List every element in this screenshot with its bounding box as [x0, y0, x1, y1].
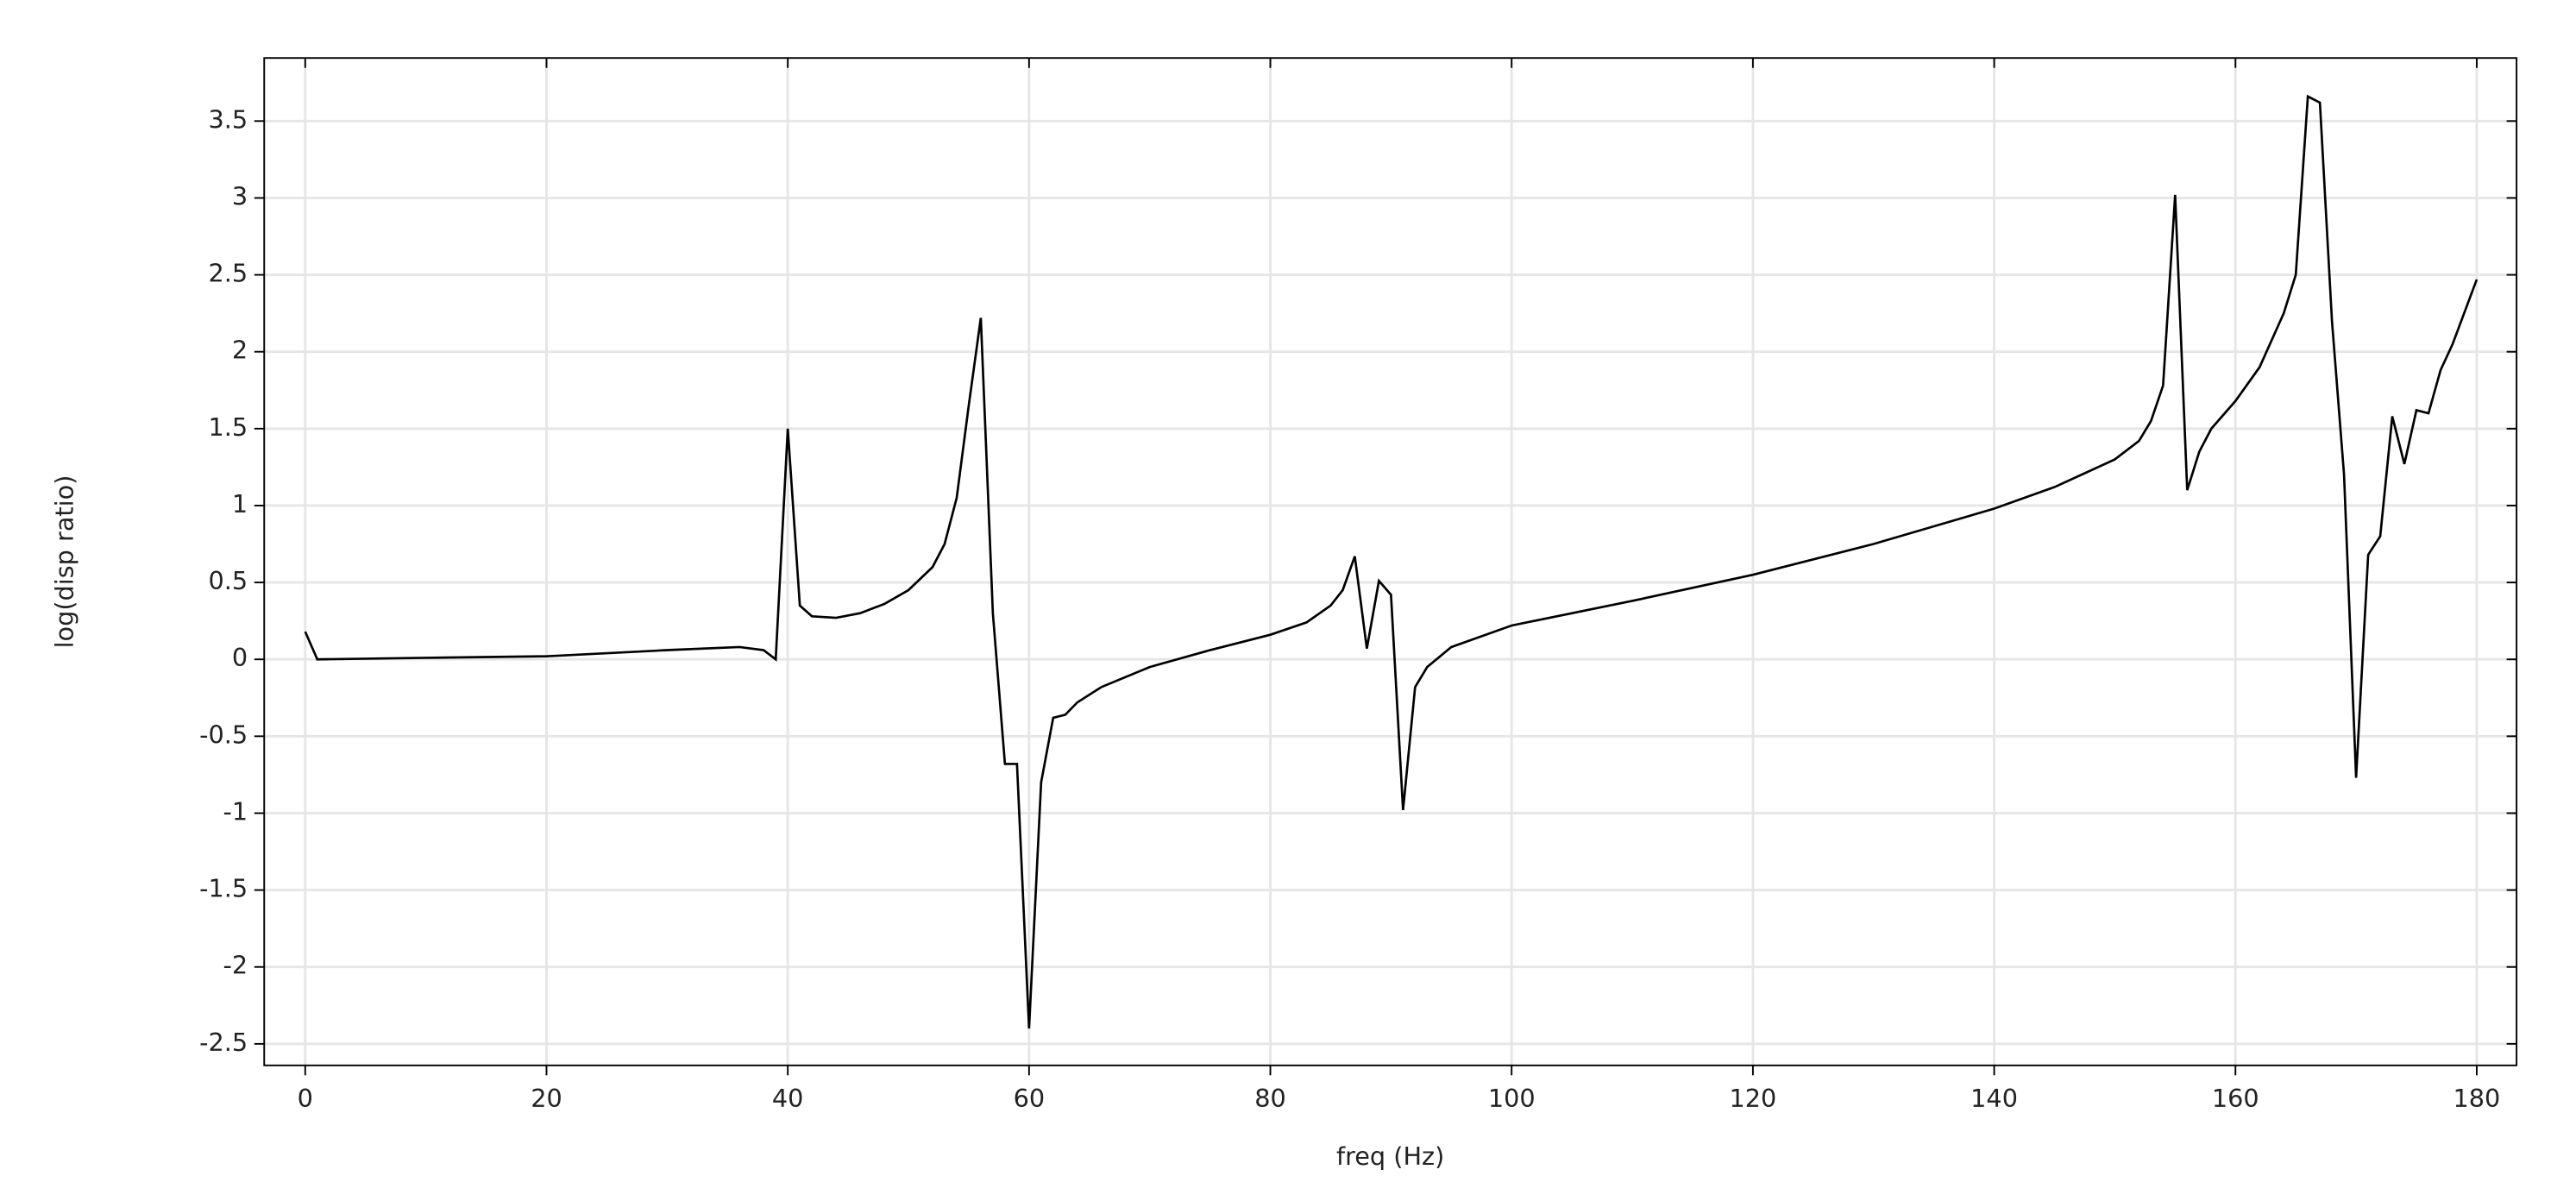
- y-tick-label: 3: [232, 181, 248, 211]
- x-tick-label: 160: [2212, 1084, 2259, 1113]
- x-tick-label: 60: [1014, 1084, 1046, 1113]
- x-tick-label: 120: [1729, 1084, 1776, 1113]
- y-tick-label: 1.5: [208, 412, 248, 442]
- x-tick-label: 20: [531, 1084, 562, 1113]
- x-tick-label: 0: [298, 1084, 313, 1113]
- x-tick-label: 140: [1970, 1084, 2018, 1113]
- y-tick-label: -2: [223, 951, 248, 980]
- y-tick-label: 2.5: [208, 259, 248, 288]
- data-line: [304, 94, 2479, 1029]
- y-tick-label: -1.5: [199, 874, 248, 903]
- y-tick-label: -1: [223, 796, 248, 826]
- plot-frame: [263, 57, 2518, 1066]
- x-tick-label: 180: [2453, 1084, 2501, 1113]
- y-tick-label: -0.5: [199, 720, 248, 749]
- y-tick-label: 2: [232, 336, 248, 365]
- y-tick-label: 0.5: [208, 566, 248, 595]
- y-tick-label: 3.5: [208, 104, 248, 134]
- x-tick-label: 100: [1488, 1084, 1536, 1113]
- y-tick-label: 1: [232, 489, 248, 519]
- y-axis-label: log(disp ratio): [50, 475, 79, 649]
- x-axis-label: freq (Hz): [1336, 1141, 1444, 1171]
- y-tick-label: 0: [232, 643, 248, 672]
- y-tick-label: -2.5: [199, 1028, 248, 1057]
- x-tick-label: 80: [1254, 1084, 1286, 1113]
- x-tick-label: 40: [772, 1084, 804, 1113]
